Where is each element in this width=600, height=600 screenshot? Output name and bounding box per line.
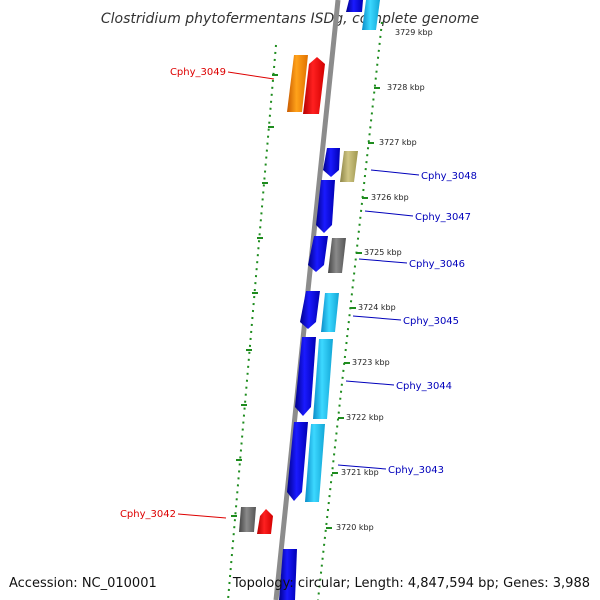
- gene-arrow-blue[interactable]: [308, 236, 328, 272]
- gene-arrow-blue[interactable]: [300, 291, 320, 329]
- map-title: Clostridium phytofermentans ISDg, comple…: [101, 11, 479, 27]
- scale-label: 3728 kbp: [387, 83, 425, 92]
- scale-label: 3727 kbp: [379, 138, 417, 147]
- gene-label-cphy-3045[interactable]: Cphy_3045: [403, 316, 459, 327]
- gene-label-cphy-3044[interactable]: Cphy_3044: [396, 381, 452, 392]
- gene-arrow-cphy-3046[interactable]: [328, 238, 346, 273]
- gene-arrow-blue[interactable]: [346, 0, 363, 12]
- gene-arrow-cphy-3043[interactable]: [305, 424, 325, 502]
- leader-cphy-3044: [345, 380, 395, 386]
- gene-arrow-blue[interactable]: [279, 549, 297, 600]
- gene-arrow-blue[interactable]: [287, 422, 308, 501]
- scale-label: 3729 kbp: [395, 28, 433, 37]
- leader-cphy-3047: [364, 210, 414, 217]
- gene-arrow-cphy-3049[interactable]: [303, 57, 325, 114]
- gene-label-cphy-3047[interactable]: Cphy_3047: [415, 212, 471, 223]
- gene-label-cphy-3048[interactable]: Cphy_3048: [421, 171, 477, 182]
- leader-cphy-3048: [370, 169, 420, 176]
- scale-label: 3726 kbp: [371, 193, 409, 202]
- right-tick-guide: [317, 21, 383, 600]
- gene-label-cphy-3043[interactable]: Cphy_3043: [388, 465, 444, 476]
- gene-label-cphy-3046[interactable]: Cphy_3046: [409, 259, 465, 270]
- scale-label: 3724 kbp: [358, 303, 396, 312]
- gene-arrow-orange[interactable]: [287, 55, 308, 112]
- left-tick-marks: [231, 74, 278, 517]
- scale-label: 3722 kbp: [346, 413, 384, 422]
- leader-cphy-3049: [227, 71, 275, 80]
- gene-arrow-cphy-3045[interactable]: [321, 293, 339, 332]
- scale-label: 3725 kbp: [364, 248, 402, 257]
- gene-arrow-cphy-3048[interactable]: [340, 151, 358, 182]
- gene-label-cphy-3049[interactable]: Cphy_3049: [170, 67, 226, 78]
- leader-cphy-3045: [352, 315, 402, 321]
- leader-cphy-3042: [177, 513, 227, 519]
- topology-text: Topology: circular; Length: 4,847,594 bp…: [232, 576, 590, 591]
- gene-arrow-cyan[interactable]: [362, 0, 380, 30]
- leader-cphy-3043: [337, 464, 387, 470]
- scale-label: 3720 kbp: [336, 523, 374, 532]
- scale-label: 3723 kbp: [352, 358, 390, 367]
- gene-label-cphy-3042[interactable]: Cphy_3042: [120, 509, 176, 520]
- gene-arrow-gray[interactable]: [239, 507, 256, 532]
- scale-label: 3721 kbp: [341, 468, 379, 477]
- accession-text: Accession: NC_010001: [9, 576, 157, 591]
- left-tick-guide: [227, 44, 277, 600]
- gene-arrow-blue[interactable]: [323, 148, 340, 177]
- gene-arrow-cphy-3047[interactable]: [316, 180, 335, 233]
- leader-cphy-3046: [358, 258, 408, 264]
- gene-arrow-blue[interactable]: [295, 337, 316, 416]
- right-tick-marks: [326, 87, 380, 529]
- gene-arrow-cphy-3044[interactable]: [313, 339, 333, 419]
- gene-arrow-cphy-3042[interactable]: [257, 509, 273, 534]
